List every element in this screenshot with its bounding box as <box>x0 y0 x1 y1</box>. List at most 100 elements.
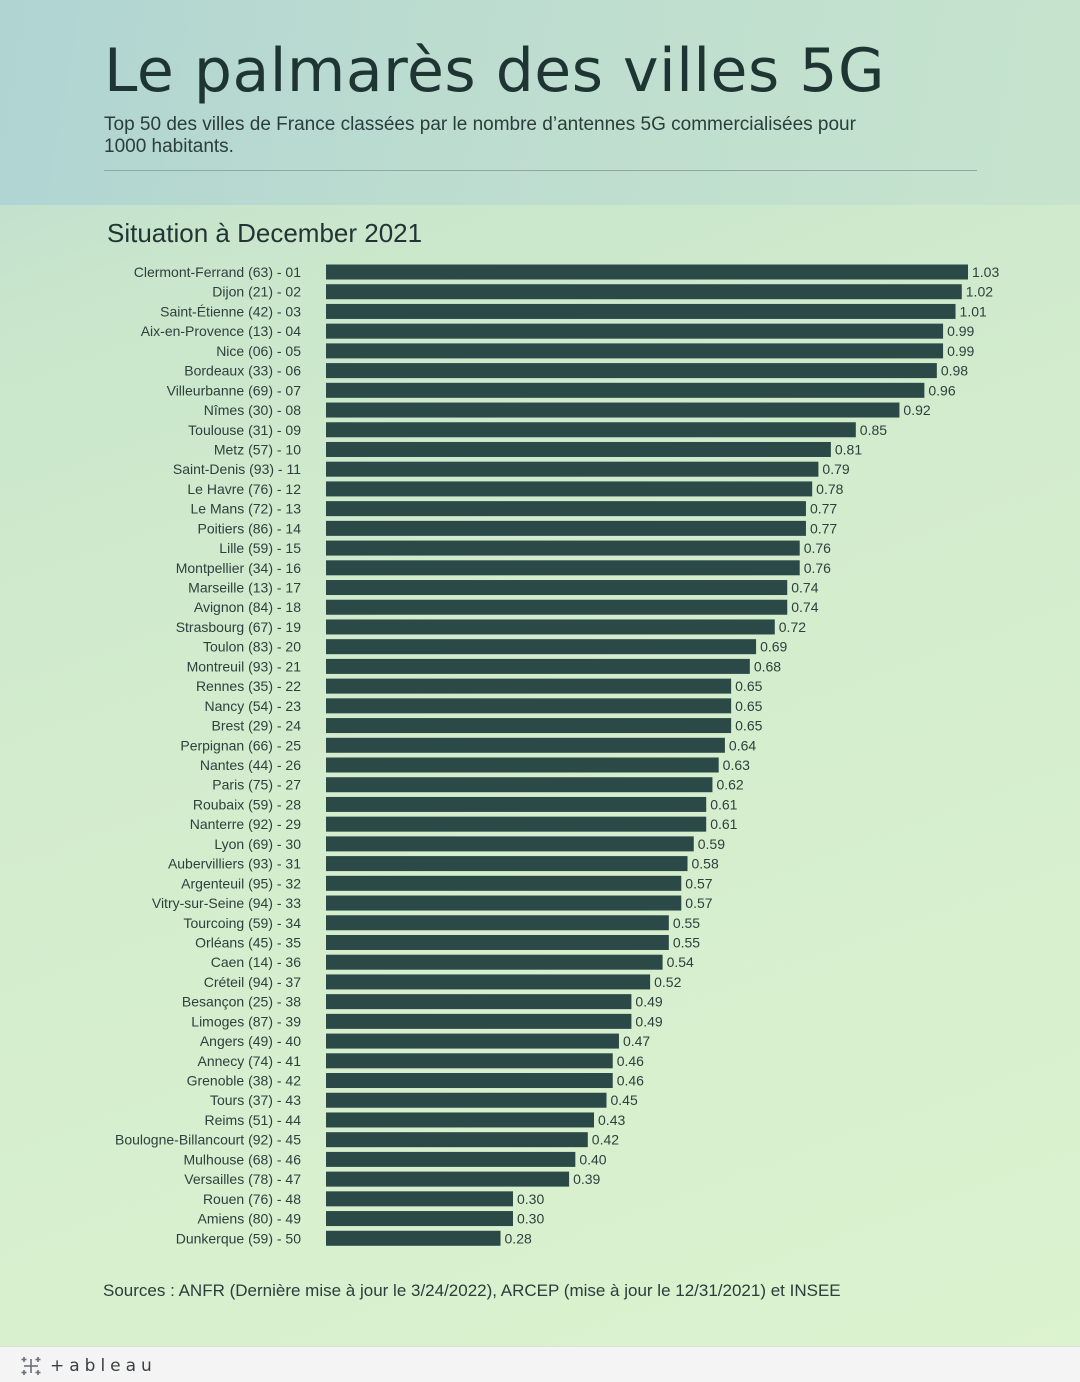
bar[interactable] <box>326 422 856 438</box>
value-label: 0.74 <box>791 580 818 596</box>
value-label: 0.46 <box>617 1053 644 1069</box>
bar[interactable] <box>326 639 757 655</box>
category-label: Caen (14) - 36 <box>211 954 301 970</box>
value-label: 0.77 <box>810 520 837 536</box>
bar[interactable] <box>326 402 900 418</box>
bar[interactable] <box>326 915 669 931</box>
category-label: Clermont-Ferrand (63) - 01 <box>134 264 301 280</box>
category-label: Versailles (78) - 47 <box>184 1171 301 1187</box>
value-label: 0.76 <box>804 560 831 576</box>
value-label: 0.99 <box>947 323 974 339</box>
bar[interactable] <box>326 1230 501 1246</box>
category-label: Perpignan (66) - 25 <box>180 737 301 753</box>
bar[interactable] <box>326 303 956 319</box>
bar[interactable] <box>326 934 669 950</box>
bar[interactable] <box>326 481 813 497</box>
bar[interactable] <box>326 619 775 635</box>
category-label: Rennes (35) - 22 <box>196 678 301 694</box>
footer-bar: +ableau <box>0 1346 1080 1382</box>
bar[interactable] <box>326 737 725 753</box>
category-label: Nanterre (92) - 29 <box>190 816 301 832</box>
bar[interactable] <box>326 284 962 300</box>
category-label: Strasbourg (67) - 19 <box>176 619 301 635</box>
value-label: 0.58 <box>692 856 719 872</box>
bar[interactable] <box>326 974 651 990</box>
value-label: 0.65 <box>735 718 762 734</box>
value-label: 0.98 <box>941 363 968 379</box>
bar[interactable] <box>326 1171 570 1187</box>
value-label: 0.43 <box>598 1112 625 1128</box>
bar[interactable] <box>326 1151 576 1167</box>
category-label: Nîmes (30) - 08 <box>204 402 301 418</box>
category-label: Vitry-sur-Seine (94) - 33 <box>152 895 301 911</box>
category-label: Dunkerque (59) - 50 <box>176 1230 302 1246</box>
bar[interactable] <box>326 1132 588 1148</box>
bar[interactable] <box>326 264 968 280</box>
category-label: Paris (75) - 27 <box>212 777 301 793</box>
bar[interactable] <box>326 580 788 596</box>
category-label: Dijon (21) - 02 <box>212 284 301 300</box>
tableau-logo[interactable]: +ableau <box>20 1355 157 1377</box>
value-label: 0.52 <box>654 974 681 990</box>
value-label: 1.01 <box>960 303 987 319</box>
bar[interactable] <box>326 363 937 379</box>
bar[interactable] <box>326 560 800 576</box>
category-label: Toulon (83) - 20 <box>203 639 301 655</box>
bar[interactable] <box>326 757 719 773</box>
bar[interactable] <box>326 1033 619 1049</box>
category-label: Aubervilliers (93) - 31 <box>168 856 301 872</box>
bar[interactable] <box>326 1191 513 1207</box>
value-label: 0.79 <box>822 461 849 477</box>
bar[interactable] <box>326 501 806 517</box>
bar[interactable] <box>326 777 713 793</box>
bar[interactable] <box>326 599 788 615</box>
category-label: Orléans (45) - 35 <box>195 934 301 950</box>
category-label: Nancy (54) - 23 <box>205 698 302 714</box>
bar[interactable] <box>326 678 732 694</box>
bar[interactable] <box>326 1112 595 1128</box>
value-label: 1.02 <box>966 284 993 300</box>
value-label: 0.78 <box>816 481 843 497</box>
value-label: 0.57 <box>685 875 712 891</box>
bar[interactable] <box>326 836 694 852</box>
category-label: Bordeaux (33) - 06 <box>184 363 301 379</box>
bar[interactable] <box>326 718 732 734</box>
category-label: Villeurbanne (69) - 07 <box>167 382 302 398</box>
value-label: 0.49 <box>635 1013 662 1029</box>
bar[interactable] <box>326 343 944 359</box>
category-label: Mulhouse (68) - 46 <box>183 1151 301 1167</box>
value-label: 0.61 <box>710 816 737 832</box>
bar[interactable] <box>326 382 925 398</box>
bar[interactable] <box>326 698 732 714</box>
bar[interactable] <box>326 856 688 872</box>
bar[interactable] <box>326 796 707 812</box>
source-note: Sources : ANFR (Dernière mise à jour le … <box>103 1281 841 1300</box>
bar[interactable] <box>326 1211 513 1227</box>
value-label: 0.54 <box>667 954 694 970</box>
category-label: Rouen (76) - 48 <box>203 1191 301 1207</box>
bar[interactable] <box>326 1073 613 1089</box>
bar[interactable] <box>326 816 707 832</box>
page-subtitle: Top 50 des villes de France classées par… <box>104 114 856 157</box>
category-label: Annecy (74) - 41 <box>198 1053 302 1069</box>
bar[interactable] <box>326 895 682 911</box>
value-label: 0.30 <box>517 1191 544 1207</box>
header-divider <box>104 170 977 171</box>
bar[interactable] <box>326 1053 613 1069</box>
bar[interactable] <box>326 323 944 339</box>
value-label: 0.39 <box>573 1171 600 1187</box>
bar[interactable] <box>326 954 663 970</box>
bar[interactable] <box>326 461 819 477</box>
chart-heading: Situation à December 2021 <box>107 218 423 248</box>
bar[interactable] <box>326 1092 607 1108</box>
value-label: 0.30 <box>517 1211 544 1227</box>
bar[interactable] <box>326 994 632 1010</box>
bar[interactable] <box>326 875 682 891</box>
category-label: Amiens (80) - 49 <box>198 1211 302 1227</box>
bar[interactable] <box>326 520 806 536</box>
bar[interactable] <box>326 540 800 556</box>
bar[interactable] <box>326 441 831 457</box>
category-label: Saint-Denis (93) - 11 <box>173 461 301 477</box>
bar[interactable] <box>326 658 750 674</box>
bar[interactable] <box>326 1013 632 1029</box>
